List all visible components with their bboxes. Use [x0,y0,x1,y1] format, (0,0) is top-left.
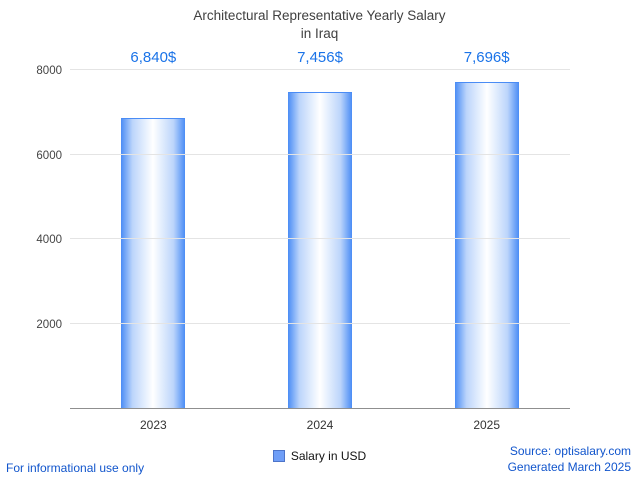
bar-2025 [454,81,519,408]
generated-date: Generated March 2025 [507,459,631,474]
x-axis-label-2023: 2023 [139,418,167,432]
bar-column-2024: 7,456$ 2024 [237,49,404,432]
bar-2023 [121,118,186,408]
source-link[interactable]: Source: optisalary.com [509,443,631,458]
bar-column-2023: 6,840$ 2023 [70,49,237,432]
x-axis-label-2025: 2025 [473,418,501,432]
bar-columns: 6,840$ 2023 7,456$ 2024 7,696$ 2025 [70,49,570,432]
chart-title-line1: Architectural Representative Yearly Sala… [193,8,446,23]
bar-column-2025: 7,696$ 2025 [403,49,570,432]
chart-title: Architectural Representative Yearly Sala… [0,7,639,43]
legend-label: Salary in USD [290,449,367,463]
bar-value-label-2024: 7,456$ [297,49,343,66]
bar-value-label-2023: 6,840$ [130,49,177,66]
plot-area: 6,840$ 2023 7,456$ 2024 7,696$ 2025 2000 4000 6… [36,49,570,432]
informational-note: For informational use only [6,461,145,475]
bar-2024 [288,91,352,408]
chart-legend: Salary in USD [0,449,639,463]
legend-swatch-icon [272,450,285,462]
y-axis-label-6000: 6000 [36,149,62,162]
y-axis-label-4000: 4000 [36,234,62,246]
y-axis-label-2000: 2000 [36,318,62,331]
chart-title-line2: in Iraq [300,26,339,42]
bar-value-label-2025: 7,696$ [463,49,510,66]
footer-source-block: Source: optisalary.com Generated March 2… [508,443,631,475]
gridline-6000 [70,153,570,155]
x-axis-label-2024: 2024 [306,418,334,432]
gridline-8000 [70,69,570,70]
y-axis-label-8000: 8000 [36,65,62,77]
gridline-4000 [70,238,570,239]
gridline-2000 [70,322,570,324]
